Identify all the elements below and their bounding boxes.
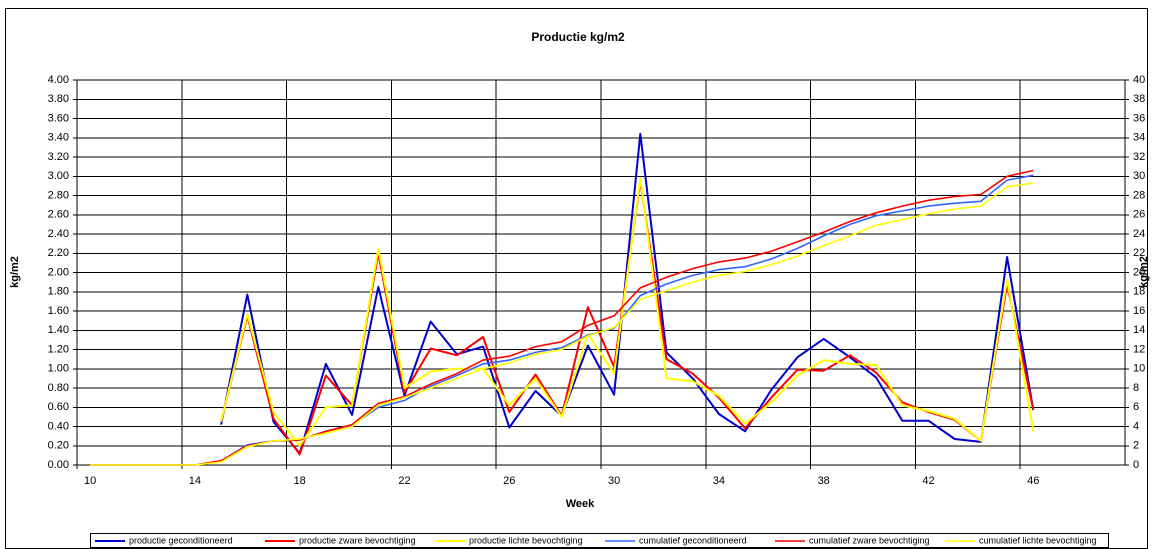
y2-tick-label: 2 — [1133, 440, 1139, 452]
x-tick-label: 42 — [922, 475, 934, 487]
y-tick-label: 0.40 — [48, 420, 69, 432]
y-tick-label: 1.60 — [48, 305, 69, 317]
y2-tick-label: 28 — [1133, 189, 1145, 201]
y2-tick-label: 20 — [1133, 266, 1145, 278]
x-tick-label: 22 — [398, 475, 410, 487]
y2-tick-label: 38 — [1133, 93, 1145, 105]
x-tick-label: 30 — [608, 475, 620, 487]
y-axis-title: kg/m2 — [9, 256, 21, 288]
y-tick-label: 0.20 — [48, 440, 69, 452]
y2-tick-label: 0 — [1133, 459, 1139, 471]
y2-tick-label: 34 — [1133, 132, 1145, 144]
y-tick-label: 1.40 — [48, 324, 69, 336]
y-tick-label: 2.20 — [48, 247, 69, 259]
y2-tick-label: 4 — [1133, 420, 1139, 432]
y-tick-label: 4.00 — [48, 74, 69, 86]
x-tick-label: 34 — [713, 475, 725, 487]
series-line — [90, 174, 1034, 466]
y2-tick-label: 32 — [1133, 151, 1145, 163]
legend-box — [90, 533, 1109, 548]
legend-label: cumulatief geconditioneerd — [639, 535, 747, 545]
chart-border — [5, 8, 1148, 549]
chart-title: Productie kg/m2 — [531, 30, 625, 44]
y2-tick-label: 36 — [1133, 112, 1145, 124]
y2-axis-title: kg/m2 — [1138, 256, 1150, 288]
y2-tick-label: 12 — [1133, 343, 1145, 355]
y-tick-label: 2.00 — [48, 266, 69, 278]
legend-label: cumulatief zware bevochtiging — [809, 535, 930, 545]
x-tick-label: 46 — [1027, 475, 1039, 487]
y-tick-label: 2.60 — [48, 209, 69, 221]
y2-tick-label: 16 — [1133, 305, 1145, 317]
y-tick-label: 2.80 — [48, 189, 69, 201]
y-tick-label: 1.80 — [48, 286, 69, 298]
plot-frame — [76, 79, 1126, 466]
y-tick-label: 0.80 — [48, 382, 69, 394]
y-tick-label: 2.40 — [48, 228, 69, 240]
y2-tick-label: 26 — [1133, 209, 1145, 221]
x-tick-label: 38 — [818, 475, 830, 487]
y-tick-label: 0.60 — [48, 401, 69, 413]
y2-tick-label: 8 — [1133, 382, 1139, 394]
x-tick-label: 10 — [84, 475, 96, 487]
y-tick-label: 3.40 — [48, 132, 69, 144]
series-line — [220, 132, 1035, 455]
y2-tick-label: 14 — [1133, 324, 1145, 336]
legend-label: productie geconditioneerd — [129, 535, 233, 545]
x-axis-title: Week — [566, 498, 595, 510]
y2-tick-label: 18 — [1133, 286, 1145, 298]
series-line — [90, 182, 1034, 466]
y2-tick-label: 40 — [1133, 74, 1145, 86]
y-tick-label: 1.00 — [48, 363, 69, 375]
legend-label: productie lichte bevochtiging — [469, 535, 583, 545]
y-tick-label: 3.60 — [48, 112, 69, 124]
y-tick-label: 0.00 — [48, 459, 69, 471]
y-tick-label: 1.20 — [48, 343, 69, 355]
legend-label: productie zware bevochtiging — [299, 535, 416, 545]
series-line — [90, 169, 1034, 466]
x-tick-label: 18 — [294, 475, 306, 487]
y2-tick-label: 24 — [1133, 228, 1145, 240]
x-tick-label: 26 — [503, 475, 515, 487]
y-tick-label: 3.00 — [48, 170, 69, 182]
x-tick-label: 14 — [189, 475, 201, 487]
y-tick-label: 3.20 — [48, 151, 69, 163]
series-line — [220, 177, 1035, 447]
y2-tick-label: 10 — [1133, 363, 1145, 375]
legend-label: cumulatief lichte bevochtiging — [979, 535, 1097, 545]
y2-tick-label: 30 — [1133, 170, 1145, 182]
y-tick-label: 3.80 — [48, 93, 69, 105]
y2-tick-label: 22 — [1133, 247, 1145, 259]
y2-tick-label: 6 — [1133, 401, 1139, 413]
